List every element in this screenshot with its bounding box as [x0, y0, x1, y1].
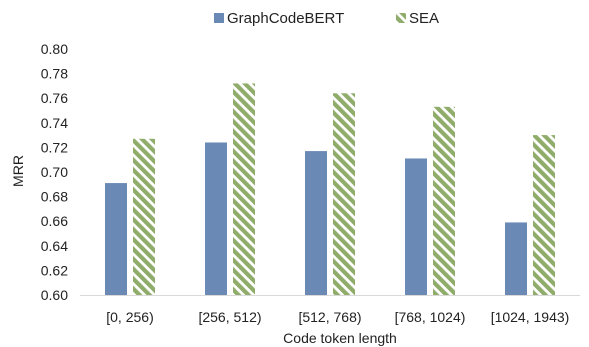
- x-axis-tick-labels: [0, 256) [256, 512) [512, 768) [768, 1024) […: [106, 309, 569, 325]
- x-tick-label: [0, 256): [106, 309, 153, 325]
- bar-sea-4: [533, 135, 555, 295]
- y-tick-label: 0.74: [41, 115, 68, 131]
- legend-swatch-sea: [396, 13, 406, 23]
- y-tick-label: 0.62: [41, 262, 68, 278]
- x-tick-label: [768, 1024): [395, 309, 466, 325]
- x-tick-label: [512, 768): [298, 309, 361, 325]
- bar-sea-0: [133, 138, 155, 295]
- y-axis-title: MRR: [10, 155, 26, 187]
- y-tick-label: 0.70: [41, 164, 68, 180]
- legend-label-graphcodebert: GraphCodeBERT: [227, 10, 344, 27]
- y-tick-label: 0.68: [41, 189, 68, 205]
- x-tick-label: [1024, 1943): [491, 309, 570, 325]
- bar-graphcodebert-2: [305, 151, 327, 295]
- x-axis-title: Code token length: [283, 330, 397, 346]
- y-tick-label: 0.80: [41, 41, 68, 57]
- y-tick-label: 0.66: [41, 213, 68, 229]
- legend-swatch-graphcodebert: [214, 13, 224, 23]
- bar-graphcodebert-1: [205, 142, 227, 295]
- bar-graphcodebert-4: [505, 222, 527, 295]
- bar-graphcodebert-3: [405, 158, 427, 295]
- legend: GraphCodeBERT SEA: [214, 10, 439, 27]
- y-tick-label: 0.64: [41, 238, 68, 254]
- y-axis-tick-labels: 0.60 0.62 0.64 0.66 0.68 0.70 0.72 0.74 0.76 0.78…: [41, 41, 68, 303]
- x-tick-label: [256, 512): [198, 309, 261, 325]
- bar-sea-3: [433, 106, 455, 295]
- y-tick-label: 0.76: [41, 90, 68, 106]
- y-tick-label: 0.72: [41, 139, 68, 155]
- bar-sea-1: [233, 83, 255, 295]
- y-tick-label: 0.78: [41, 66, 68, 82]
- bar-sea-2: [333, 93, 355, 295]
- bars: [105, 83, 555, 295]
- bar-graphcodebert-0: [105, 183, 127, 295]
- y-tick-label: 0.60: [41, 287, 68, 303]
- legend-label-sea: SEA: [409, 10, 439, 27]
